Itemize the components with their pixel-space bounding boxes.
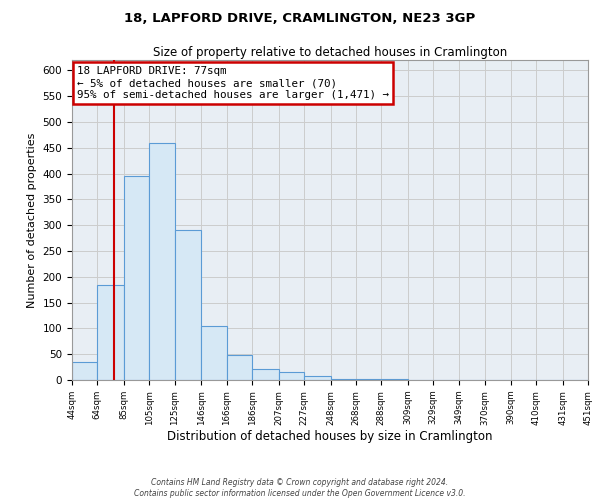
Y-axis label: Number of detached properties: Number of detached properties xyxy=(27,132,37,308)
Bar xyxy=(227,355,252,380)
Bar xyxy=(202,326,227,380)
Bar xyxy=(97,284,124,380)
Text: Contains HM Land Registry data © Crown copyright and database right 2024.
Contai: Contains HM Land Registry data © Crown c… xyxy=(134,478,466,498)
Bar xyxy=(149,142,175,380)
Title: Size of property relative to detached houses in Cramlington: Size of property relative to detached ho… xyxy=(153,46,507,59)
Bar xyxy=(72,362,97,380)
Bar xyxy=(175,230,202,380)
X-axis label: Distribution of detached houses by size in Cramlington: Distribution of detached houses by size … xyxy=(167,430,493,443)
Bar xyxy=(124,176,149,380)
Bar xyxy=(331,379,356,380)
Bar xyxy=(304,376,331,380)
Bar xyxy=(278,372,304,380)
Text: 18 LAPFORD DRIVE: 77sqm
← 5% of detached houses are smaller (70)
95% of semi-det: 18 LAPFORD DRIVE: 77sqm ← 5% of detached… xyxy=(77,66,389,100)
Text: 18, LAPFORD DRIVE, CRAMLINGTON, NE23 3GP: 18, LAPFORD DRIVE, CRAMLINGTON, NE23 3GP xyxy=(124,12,476,26)
Bar xyxy=(252,368,278,380)
